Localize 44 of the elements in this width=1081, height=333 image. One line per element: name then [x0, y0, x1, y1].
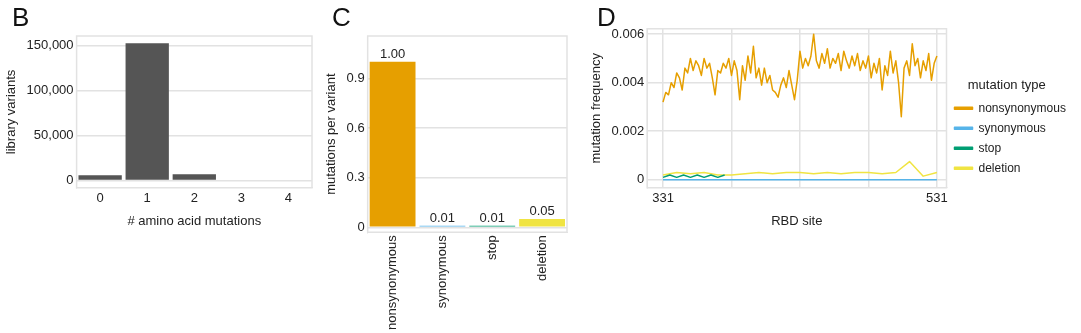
chart-title: B — [12, 2, 30, 33]
x-tick-label: 1 — [143, 190, 151, 206]
y-tick-label: 0 — [66, 172, 74, 188]
bar — [125, 43, 169, 180]
bar — [172, 174, 216, 180]
y-tick-label: 0 — [357, 218, 365, 234]
x-tick-label: 4 — [284, 190, 293, 206]
bar — [519, 219, 566, 227]
y-axis-title: library variants — [3, 69, 19, 155]
legend-label: synonymous — [978, 120, 1046, 135]
legend-label: nonsynonymous — [978, 100, 1066, 115]
legend-label: stop — [978, 140, 1002, 155]
x-tick-label: 531 — [926, 190, 948, 206]
y-tick-label: 0 — [636, 171, 645, 187]
x-axis-title: RBD site — [771, 212, 823, 228]
legend-label: deletion — [978, 160, 1021, 175]
y-tick-label: 0.002 — [611, 122, 645, 138]
bar — [369, 61, 416, 227]
data-label: 0.01 — [479, 209, 505, 225]
y-tick-label: 0.9 — [346, 69, 365, 85]
y-axis-title: mutation frequency — [588, 52, 604, 164]
chart-title: C — [332, 2, 351, 33]
x-tick-label: 3 — [237, 190, 245, 206]
y-tick-label: 100,000 — [26, 82, 74, 98]
bar — [78, 175, 122, 180]
x-tick-label: nonsynonymous — [384, 234, 400, 330]
y-axis-title: mutations per variant — [323, 73, 339, 195]
x-tick-label: 2 — [190, 190, 198, 206]
x-tick-label: 0 — [96, 190, 104, 206]
y-tick-label: 0.006 — [611, 25, 645, 41]
data-label: 0.05 — [529, 203, 555, 219]
legend-title: mutation type — [967, 76, 1046, 92]
data-label: 0.01 — [429, 209, 456, 225]
y-tick-label: 0.3 — [346, 169, 365, 185]
x-tick-label: synonymous — [434, 234, 449, 309]
x-tick-label: deletion — [533, 235, 549, 281]
x-tick-label: 331 — [652, 190, 674, 206]
x-axis-title: # amino acid mutations — [127, 212, 262, 228]
data-label: 1.00 — [379, 45, 406, 61]
y-tick-label: 0.004 — [611, 74, 645, 90]
y-tick-label: 150,000 — [26, 37, 74, 53]
y-tick-label: 0.6 — [346, 119, 365, 135]
x-tick-label: stop — [483, 235, 499, 260]
y-tick-label: 50,000 — [33, 127, 74, 143]
